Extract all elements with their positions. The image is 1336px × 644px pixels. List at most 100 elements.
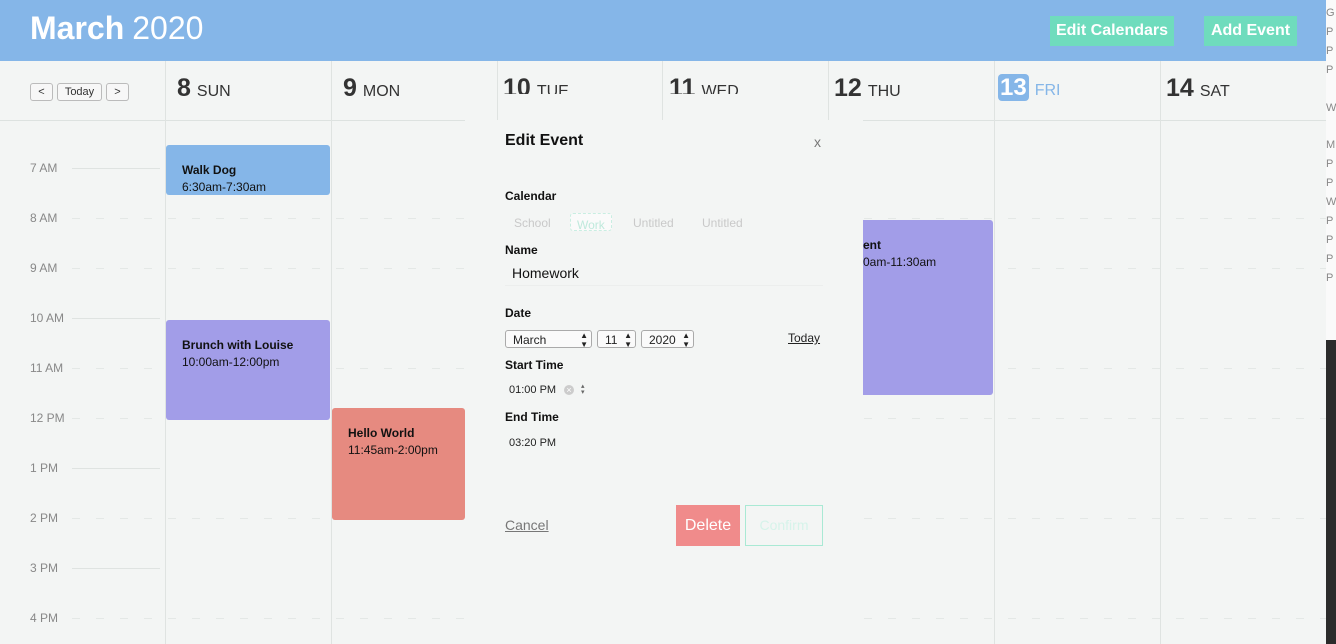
event-hello-world[interactable]: Hello World 11:45am-2:00pm xyxy=(332,408,465,520)
side-letter: P xyxy=(1326,215,1334,227)
year-select-value: 2020 xyxy=(649,333,676,347)
cancel-button[interactable]: Cancel xyxy=(505,517,549,533)
side-letter: P xyxy=(1326,45,1334,57)
close-icon[interactable]: x xyxy=(814,134,821,150)
side-letter: P xyxy=(1326,26,1334,38)
day-header-sun[interactable]: 8 SUN xyxy=(177,74,231,108)
day-select-value: 11 xyxy=(605,333,618,347)
prev-week-button[interactable]: < xyxy=(30,83,53,101)
day-header-wed[interactable]: 11 WED xyxy=(669,74,739,94)
hour-label: 4 PM xyxy=(30,611,59,625)
day-name: FRI xyxy=(1034,82,1061,99)
edit-calendars-button[interactable]: Edit Calendars xyxy=(1050,16,1174,46)
day-name: SUN xyxy=(196,83,231,100)
today-button[interactable]: Today xyxy=(57,83,102,101)
hour-gridline xyxy=(72,318,160,319)
side-letter: W xyxy=(1326,196,1336,208)
day-name: WED xyxy=(701,83,739,94)
event-time: 10:00am-12:00pm xyxy=(182,355,280,369)
event-brunch[interactable]: Brunch with Louise 10:00am-12:00pm xyxy=(166,320,330,420)
day-header-mon[interactable]: 9 MON xyxy=(343,74,400,108)
next-week-button[interactable]: > xyxy=(106,83,129,101)
day-select[interactable]: 11 ▲ ▼ xyxy=(597,330,636,349)
day-header-fri[interactable]: 13 FRI xyxy=(998,74,1060,108)
hour-label: 10 AM xyxy=(30,311,65,325)
side-letter: P xyxy=(1326,253,1334,265)
select-arrows-icon: ▲ ▼ xyxy=(682,331,690,349)
side-letter: M xyxy=(1326,139,1336,151)
calendar-header: March 2020 Edit Calendars Add Event xyxy=(0,0,1326,61)
event-walk-dog[interactable]: Walk Dog 6:30am-7:30am xyxy=(166,145,330,195)
event-name: Walk Dog xyxy=(182,163,237,177)
day-number: 12 xyxy=(834,74,862,102)
month-select[interactable]: March ▲ ▼ xyxy=(505,330,592,349)
end-time-input[interactable]: 03:20 PM xyxy=(509,437,557,449)
hour-gridline xyxy=(72,568,160,569)
day-name: MON xyxy=(362,83,401,100)
side-letter: W xyxy=(1326,102,1336,114)
month-title: March 2020 xyxy=(30,10,203,47)
year-label: 2020 xyxy=(132,10,204,46)
date-label: Date xyxy=(505,306,532,320)
select-arrows-icon: ▲ ▼ xyxy=(580,331,588,349)
modal-title: Edit Event xyxy=(505,132,584,149)
day-name: TUE xyxy=(536,83,569,94)
calendar-option-school[interactable]: School xyxy=(514,216,551,230)
day-number: 14 xyxy=(1166,74,1194,102)
calendar-label: Calendar xyxy=(505,189,557,203)
confirm-button[interactable]: Confirm xyxy=(745,505,823,546)
hour-gridline xyxy=(72,168,160,169)
month-select-value: March xyxy=(513,333,547,347)
event-name: ent xyxy=(863,238,881,252)
event-partial-thursday[interactable]: ent 0am-11:30am xyxy=(863,220,993,395)
select-arrows-icon: ▲ ▼ xyxy=(624,331,632,349)
hour-label: 3 PM xyxy=(30,561,59,575)
column-divider xyxy=(331,61,332,644)
event-name: Brunch with Louise xyxy=(182,338,294,352)
day-header-sat[interactable]: 14 SAT xyxy=(1166,74,1230,108)
side-letter: P xyxy=(1326,158,1334,170)
adjacent-window-strip: G P P P W M P P W P P P P xyxy=(1326,0,1336,644)
day-number: 11 xyxy=(669,74,696,94)
hour-label: 8 AM xyxy=(30,211,58,225)
event-time: 11:45am-2:00pm xyxy=(348,443,438,457)
event-name: Hello World xyxy=(348,426,415,440)
edit-event-modal: Edit Event x Calendar School Work Untitl… xyxy=(465,120,863,644)
add-event-button[interactable]: Add Event xyxy=(1204,16,1297,46)
day-name: THU xyxy=(867,83,901,100)
dark-panel xyxy=(1326,340,1336,644)
today-link[interactable]: Today xyxy=(788,331,821,345)
column-divider xyxy=(165,61,166,644)
start-time-input[interactable]: 01:00 PM xyxy=(509,384,557,396)
hour-label: 1 PM xyxy=(30,461,59,475)
day-number: 9 xyxy=(343,74,357,102)
column-divider xyxy=(994,61,995,644)
column-divider xyxy=(1160,61,1161,644)
name-label: Name xyxy=(505,243,538,257)
spinner-icon[interactable]: ▴ ▾ xyxy=(581,383,585,396)
end-time-label: End Time xyxy=(505,410,559,424)
day-name: SAT xyxy=(1199,83,1230,100)
day-header-tue[interactable]: 10 TUE xyxy=(503,74,569,94)
day-header-thu[interactable]: 12 THU xyxy=(834,74,901,108)
side-letter: P xyxy=(1326,177,1334,189)
calendar-option-work[interactable]: Work xyxy=(570,213,612,232)
delete-button[interactable]: Delete xyxy=(676,505,740,546)
calendar-option-untitled-2[interactable]: Untitled xyxy=(702,216,743,230)
hour-label: 9 AM xyxy=(30,261,58,275)
hour-label: 12 PM xyxy=(30,411,65,425)
start-time-label: Start Time xyxy=(505,358,564,372)
month-label: March xyxy=(30,10,125,46)
clear-icon[interactable]: × xyxy=(564,385,574,395)
event-name-input[interactable]: Homework xyxy=(505,260,823,286)
calendar-option-untitled-1[interactable]: Untitled xyxy=(633,216,674,230)
hour-label: 11 AM xyxy=(30,361,64,375)
side-letter: P xyxy=(1326,64,1334,76)
year-select[interactable]: 2020 ▲ ▼ xyxy=(641,330,694,349)
day-number: 8 xyxy=(177,74,191,102)
hour-label: 2 PM xyxy=(30,511,59,525)
event-time: 0am-11:30am xyxy=(863,255,937,269)
day-number: 13 xyxy=(998,74,1029,101)
side-letter: P xyxy=(1326,272,1334,284)
day-number: 10 xyxy=(503,74,531,94)
